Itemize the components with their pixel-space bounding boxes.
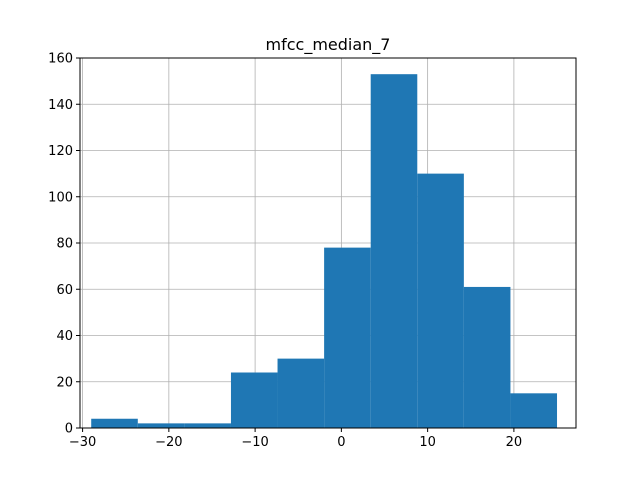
histogram-bar <box>417 173 464 428</box>
histogram-bar <box>277 358 325 428</box>
y-tick-label: 60 <box>56 283 73 298</box>
histogram-bar <box>230 372 278 428</box>
x-tick-label: 20 <box>506 435 523 450</box>
histogram-bar <box>324 247 371 428</box>
bars-layer <box>91 74 558 428</box>
histogram-bar <box>137 423 185 428</box>
x-tick-label: 10 <box>419 435 436 450</box>
histogram-bar <box>370 74 418 428</box>
histogram-bar <box>184 423 231 428</box>
x-tick-label: −20 <box>155 435 182 450</box>
ticks-layer: −30 −20 −10 0 10 20 0 20 40 60 80 100 120 140 160 <box>48 52 522 451</box>
x-tick-label: −30 <box>69 435 96 450</box>
histogram-bar <box>91 418 138 428</box>
histogram-bar <box>463 286 511 428</box>
y-tick-label: 80 <box>56 237 73 252</box>
y-tick-label: 20 <box>56 375 73 390</box>
x-tick-label: 0 <box>337 435 345 450</box>
y-tick-label: 140 <box>48 98 73 113</box>
chart-title: mfcc_median_7 <box>266 35 391 55</box>
y-tick-label: 40 <box>56 329 73 344</box>
y-tick-label: 160 <box>48 52 73 67</box>
y-tick-label: 100 <box>48 190 73 205</box>
y-tick-label: 120 <box>48 144 73 159</box>
histogram-bar <box>510 393 558 428</box>
y-tick-label: 0 <box>65 422 73 437</box>
x-tick-label: −10 <box>241 435 268 450</box>
